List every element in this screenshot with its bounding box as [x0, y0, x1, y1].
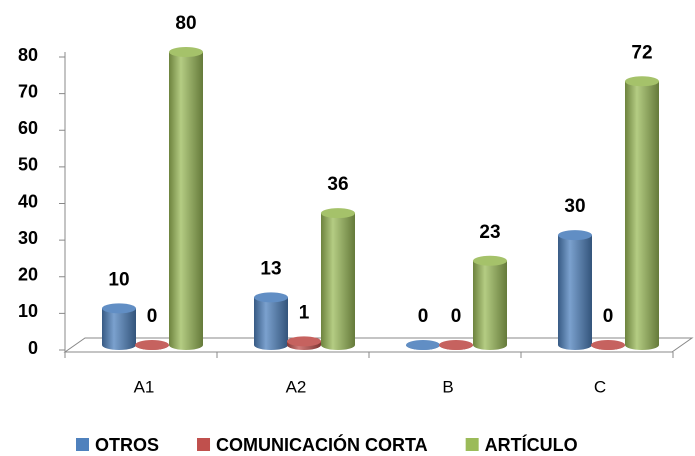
- data-label: 0: [451, 306, 462, 327]
- cylinder: [102, 308, 136, 350]
- y-tick-label: 40: [18, 191, 38, 211]
- cylinder-top: [473, 255, 507, 266]
- legend-swatch: [465, 438, 479, 451]
- data-label: 13: [260, 258, 281, 279]
- x-tick-label: B: [442, 377, 453, 396]
- y-tick-label: 80: [18, 45, 38, 65]
- cylinder-top: [625, 76, 659, 87]
- legend-label: COMUNICACIÓN CORTA: [216, 434, 428, 455]
- y-tick-label: 70: [18, 81, 38, 101]
- cylinder-top: [102, 303, 136, 314]
- y-tick-label: 30: [18, 228, 38, 248]
- data-label: 36: [327, 174, 348, 195]
- cylinder-top: [406, 340, 440, 350]
- y-tick-label: 60: [18, 118, 38, 138]
- cylinder: [169, 52, 203, 350]
- x-tick-label: C: [594, 377, 606, 396]
- data-label: 23: [479, 222, 500, 243]
- legend-label: OTROS: [95, 435, 159, 455]
- cylinder-top: [135, 340, 169, 350]
- x-tick-label: A2: [286, 377, 307, 396]
- floor: [63, 337, 694, 353]
- cylinder-top: [321, 208, 355, 219]
- data-label: 0: [603, 306, 614, 327]
- data-label: 10: [108, 269, 129, 290]
- data-label: 0: [147, 306, 158, 327]
- y-tick-label: 50: [18, 155, 38, 175]
- data-label: 0: [418, 306, 429, 327]
- cylinder: [254, 297, 288, 350]
- cylinder-top: [254, 292, 288, 303]
- cylinder-top: [558, 230, 592, 241]
- data-label: 72: [631, 42, 652, 63]
- cylinder-top: [439, 340, 473, 350]
- y-tick-label: 0: [28, 338, 38, 358]
- data-label: 80: [175, 13, 196, 34]
- legend-swatch: [76, 438, 89, 451]
- cylinder-top: [287, 336, 321, 347]
- cylinder: [625, 81, 659, 351]
- y-tick-label: 20: [18, 265, 38, 285]
- legend-swatch: [197, 438, 211, 451]
- data-label: 30: [564, 196, 585, 217]
- cylinder-top: [591, 340, 625, 350]
- legend-label: ARTÍCULO: [485, 434, 578, 455]
- y-tick-label: 10: [18, 301, 38, 321]
- cylinder: [558, 235, 592, 350]
- x-tick-label: A1: [134, 377, 155, 396]
- cylinder-top: [169, 47, 203, 57]
- cylinder: [473, 260, 507, 350]
- data-label: 1: [299, 302, 310, 323]
- cylinder: [321, 213, 355, 350]
